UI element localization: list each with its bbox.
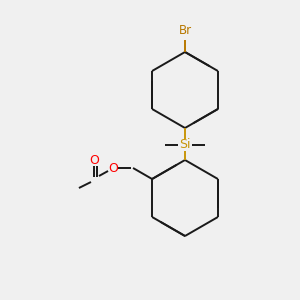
Text: Si: Si <box>179 139 191 152</box>
Text: O: O <box>89 154 99 167</box>
Text: O: O <box>108 161 118 175</box>
Text: Br: Br <box>178 24 192 37</box>
